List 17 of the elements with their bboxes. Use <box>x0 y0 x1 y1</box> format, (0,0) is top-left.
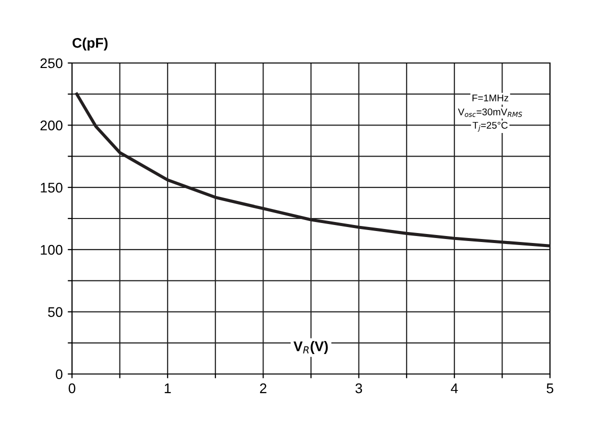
annotation: F=1MHz <box>472 94 508 102</box>
annotation: T$_{j}$=25°C <box>472 122 508 132</box>
x-tick-label: 4 <box>450 384 458 394</box>
x-tick-label: 1 <box>164 384 171 394</box>
y-tick-label: 150 <box>40 182 62 193</box>
y-tick-label: 50 <box>48 307 62 317</box>
x-axis-title: V$_{R}$(V) <box>294 341 328 354</box>
y-tick-label: 250 <box>40 58 62 68</box>
x-tick-label: 2 <box>260 383 266 394</box>
y-axis-title: C(pF) <box>72 38 108 51</box>
y-tick-label: 100 <box>40 244 62 255</box>
x-tick-label: 3 <box>355 383 362 394</box>
x-tick-label: 5 <box>546 384 554 394</box>
annotation: V$_{osc}$=30mV$_{RMS}$ <box>458 108 522 117</box>
x-tick-label: 0 <box>68 383 76 394</box>
y-tick-label: 0 <box>56 369 62 380</box>
y-tick-label: 200 <box>40 120 62 130</box>
